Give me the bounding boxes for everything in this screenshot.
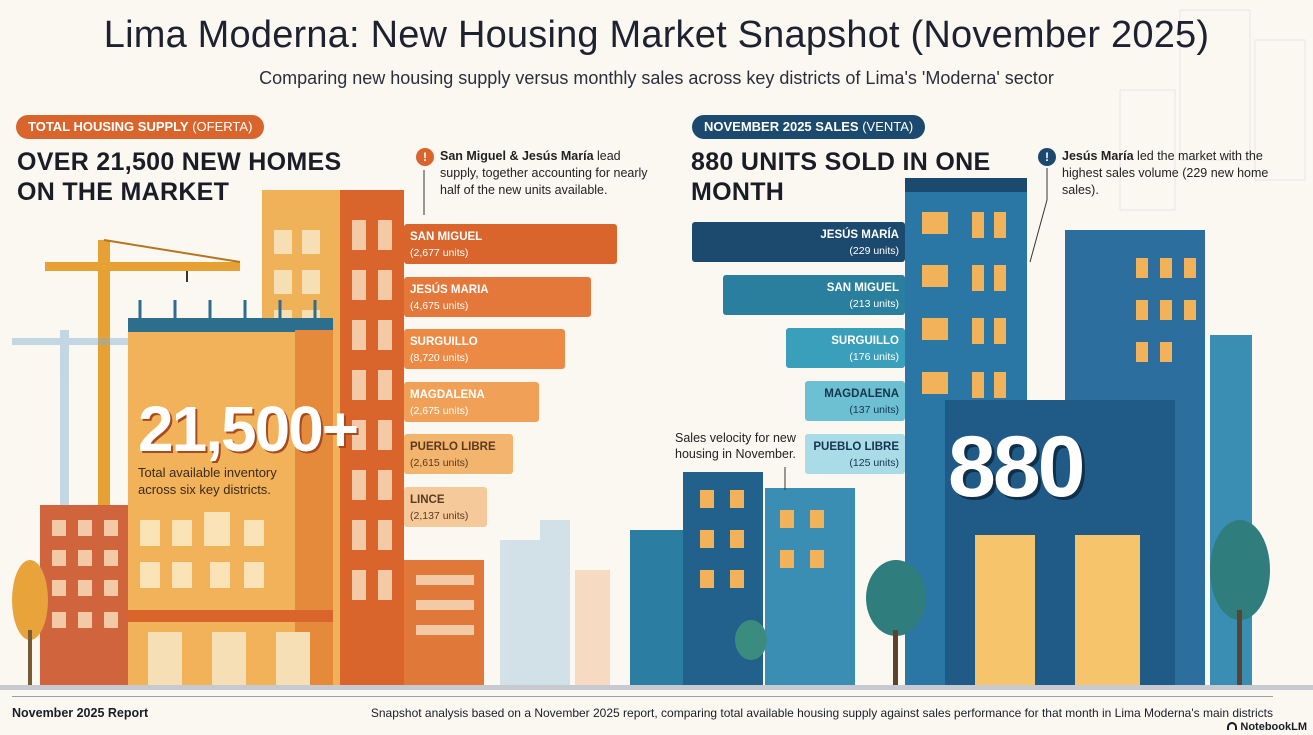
supply-callout-text: lead supply, together accounting for nea… [440,149,648,197]
supply-big-number: 21,500+ [138,393,359,465]
footer-divider [12,696,1273,697]
sales-bar [785,328,905,368]
supply-bar-label: SAN MIGUEL [410,231,483,243]
sales-callout-strong: Jesús María [1062,149,1134,163]
sales-bar [805,381,905,421]
supply-pill-label: TOTAL HOUSING SUPPLY [28,119,189,134]
sales-big-number: 880 [948,419,1085,515]
supply-bar-value: (2,677 units) [410,247,469,259]
supply-bar [404,276,591,317]
sales-pill-label: NOVEMBER 2025 SALES [704,119,859,134]
supply-bar-label: JESÚS MARIA [410,283,489,296]
supply-bar [404,486,487,527]
sales-bar-label: SAN MIGUEL [826,282,899,294]
supply-bar [404,224,617,264]
sales-bar-label: MAGDALENA [824,388,899,400]
info-icon: ! [1038,148,1056,166]
supply-bar [404,381,539,422]
supply-bar-value: (4,675 units) [410,299,469,312]
sales-bar-label: JESÚS MARÍA [820,229,899,241]
supply-bar-label: LINCE [410,493,445,506]
sales-bar-value: (125 units) [849,457,899,469]
supply-bar-label: MAGDALENA [410,388,485,401]
supply-big-caption: Total available inventory across six key… [138,465,277,497]
sales-callout-text: led the market with the highest sales vo… [1062,149,1269,197]
sales-bar [805,434,905,474]
brand-name: NotebookLM [1240,721,1307,733]
sales-bar-value: (137 units) [849,404,899,416]
sales-pill-sub: (VENTA) [858,119,914,134]
sales-bar-value: (213 units) [849,298,899,310]
supply-headline: OVER 21,500 NEW HOMES ON THE MARKET [17,148,342,206]
sales-callout: Jesús María led the market with the high… [1062,148,1277,199]
supply-bar-value: (2,675 units) [410,404,469,417]
sales-bar [723,275,905,315]
supply-bar [404,329,565,369]
supply-callout: San Miguel & Jesús María lead supply, to… [440,148,655,199]
sales-velocity-label: Sales velocity for new housing in Novemb… [675,431,796,461]
sales-bar-label: PUEBLO LIBRE [813,441,899,453]
supply-pill-sub: (OFERTA) [188,119,253,134]
supply-bar-value: (2,137 units) [410,509,469,522]
sales-section-pill: NOVEMBER 2025 SALES (VENTA) [692,115,926,139]
page-title: Lima Moderna: New Housing Market Snapsho… [103,14,1210,56]
sales-bar-value: (229 units) [849,245,899,257]
supply-bar-label: SURGUILLO [410,336,478,348]
supply-bar-label: PUERLO LIBRE [410,441,496,453]
sales-bar [692,222,905,262]
notebooklm-icon [1227,722,1238,730]
footer-description: Snapshot analysis based on a November 20… [370,706,1273,720]
supply-callout-strong: San Miguel & Jesús María [440,149,594,163]
info-icon: ! [416,148,434,166]
supply-bar-value: (2,615 units) [410,457,469,469]
page-subtitle: Comparing new housing supply versus mont… [259,68,1054,88]
footer-report-label: November 2025 Report [12,706,149,720]
sales-bar-label: SURGUILLO [831,335,899,347]
sales-headline: 880 UNITS SOLD IN ONE MONTH [691,148,991,206]
brand-label: NotebookLM [1227,721,1307,733]
supply-section-pill: TOTAL HOUSING SUPPLY (OFERTA) [16,115,265,139]
sales-bar-value: (176 units) [849,351,899,363]
supply-bar-value: (8,720 units) [410,352,469,364]
supply-bar [404,434,513,474]
